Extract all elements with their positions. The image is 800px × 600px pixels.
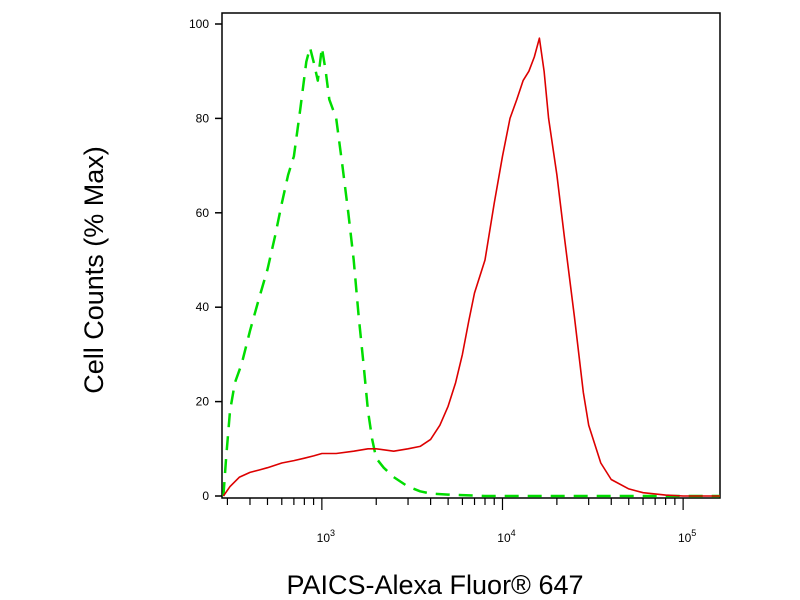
- x-tick-label: 105: [678, 528, 696, 545]
- x-axis-ticks: 103 104 105: [226, 498, 696, 545]
- x-tick-exponent: 3: [330, 528, 335, 538]
- x-tick-exponent: 5: [691, 528, 696, 538]
- series-line-green-dashed: [222, 46, 720, 498]
- series-layer: [222, 37, 720, 498]
- x-tick-base: 10: [497, 531, 511, 545]
- series-line-red-solid: [222, 37, 720, 497]
- y-tick-label: 60: [196, 206, 210, 220]
- y-tick-label: 20: [196, 395, 210, 409]
- y-tick-label: 100: [189, 17, 209, 31]
- y-tick-label: 0: [202, 489, 209, 503]
- x-tick-label: 104: [497, 528, 515, 545]
- y-axis-title: Cell Counts (% Max): [79, 146, 109, 394]
- y-tick-label: 80: [196, 111, 210, 125]
- x-tick-base: 10: [678, 531, 692, 545]
- x-tick-exponent: 4: [511, 528, 516, 538]
- plot-frame: [221, 12, 721, 499]
- x-axis-title: PAICS-Alexa Fluor® 647: [286, 570, 583, 600]
- x-tick-label: 103: [317, 528, 335, 545]
- y-tick-label: 40: [196, 300, 210, 314]
- x-tick-base: 10: [317, 531, 331, 545]
- y-axis-ticks: 0 20 40 60 80 100: [189, 17, 222, 503]
